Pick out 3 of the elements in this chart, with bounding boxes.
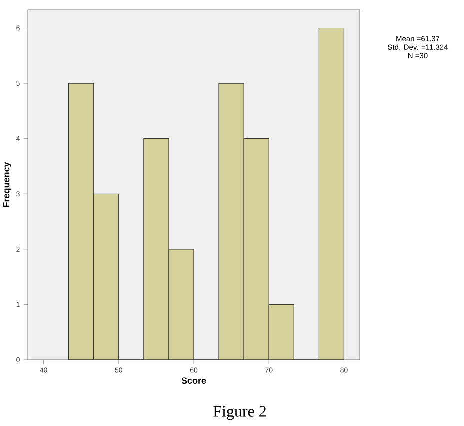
x-axis-title: Score [182,378,206,384]
y-axis-title: Frequency [3,162,12,208]
caption: Figure 2 [214,406,266,420]
